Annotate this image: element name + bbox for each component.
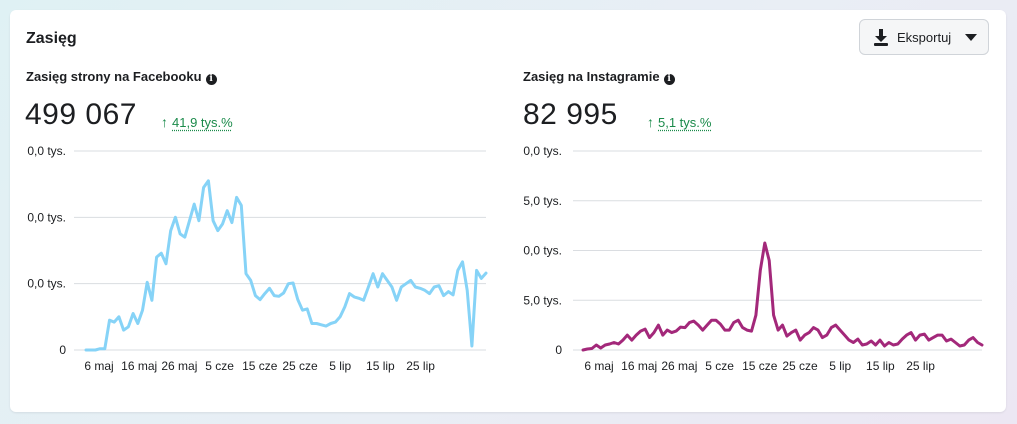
info-icon[interactable]: i <box>663 74 675 85</box>
x-tick-label: 16 maj <box>621 359 657 373</box>
instagram-reach-total: 82 995 <box>523 98 618 131</box>
x-tick-label: 5 lip <box>329 359 351 373</box>
facebook-reach-total: 499 067 <box>25 98 137 131</box>
x-tick-label: 26 maj <box>661 359 697 373</box>
facebook-reach-chart: 0 0,0 tys. 0,0 tys. 0,0 tys. 6 maj 16 maj 26 m… <box>27 144 488 373</box>
facebook-reach-title: Zasięg strony na Facebooku i <box>26 69 217 85</box>
facebook-reach-delta: ↑ 41,9 tys.% <box>161 114 233 130</box>
y-tick-label: 0,0 tys. <box>523 144 562 158</box>
x-tick-label: 15 cze <box>242 359 278 373</box>
y-tick-label: 0,0 tys. <box>27 144 66 158</box>
series-line[interactable] <box>581 241 984 352</box>
x-tick-label: 25 lip <box>406 359 435 373</box>
card-title: Zasięg <box>26 30 77 47</box>
y-tick-label: 0 <box>555 343 562 357</box>
x-tick-label: 25 lip <box>906 359 935 373</box>
x-tick-label: 16 maj <box>121 359 157 373</box>
x-tick-label: 25 cze <box>782 359 818 373</box>
export-button-label: Eksportuj <box>897 30 952 45</box>
arrow-up-icon: ↑ <box>647 114 654 130</box>
x-tick-label: 26 maj <box>161 359 197 373</box>
y-tick-label: 5,0 tys. <box>523 194 562 208</box>
x-tick-label: 5 cze <box>205 359 234 373</box>
facebook-reach-delta-value[interactable]: 41,9 tys.% <box>172 115 233 130</box>
x-tick-label: 15 cze <box>742 359 778 373</box>
facebook-reach-title-text: Zasięg strony na Facebooku <box>26 69 202 84</box>
instagram-reach-chart: 0 5,0 tys. 0,0 tys. 5,0 tys. 0,0 tys. 6 maj 16… <box>523 144 984 373</box>
instagram-reach-delta-value[interactable]: 5,1 tys.% <box>658 115 712 130</box>
x-tick-label: 5 cze <box>705 359 734 373</box>
x-tick-label: 6 maj <box>84 359 113 373</box>
y-tick-label: 0,0 tys. <box>27 277 66 291</box>
y-tick-label: 5,0 tys. <box>523 293 562 307</box>
reach-card: Zasięg Eksportuj Zasięg strony na Facebo… <box>10 10 1006 412</box>
x-tick-label: 6 maj <box>584 359 613 373</box>
arrow-up-icon: ↑ <box>161 114 168 130</box>
series-line[interactable] <box>84 179 488 352</box>
x-tick-label: 15 lip <box>366 359 395 373</box>
export-button[interactable]: Eksportuj <box>859 19 989 55</box>
caret-down-icon <box>965 34 977 41</box>
info-icon[interactable]: i <box>205 74 217 85</box>
instagram-reach-title-text: Zasięg na Instagramie <box>523 69 660 84</box>
download-icon <box>874 29 888 46</box>
x-tick-label: 15 lip <box>866 359 895 373</box>
x-tick-label: 5 lip <box>829 359 851 373</box>
y-tick-label: 0,0 tys. <box>523 244 562 258</box>
instagram-reach-title: Zasięg na Instagramie i <box>523 69 675 85</box>
x-tick-label: 25 cze <box>282 359 318 373</box>
y-tick-label: 0 <box>59 343 66 357</box>
y-tick-label: 0,0 tys. <box>27 210 66 224</box>
instagram-reach-delta: ↑ 5,1 tys.% <box>647 114 711 130</box>
